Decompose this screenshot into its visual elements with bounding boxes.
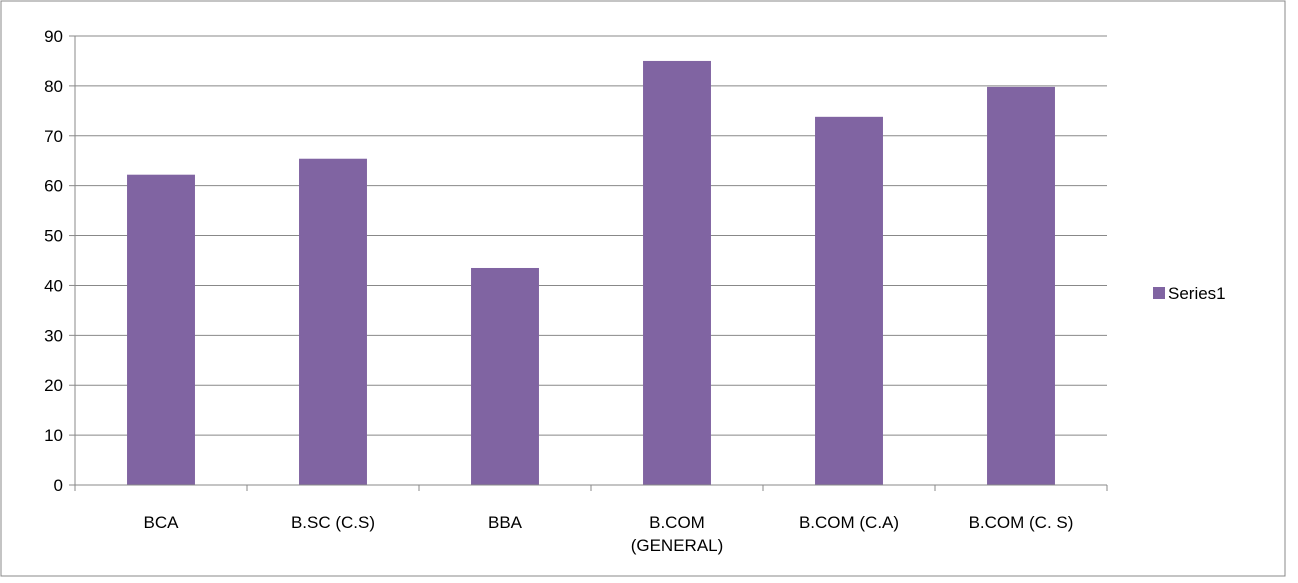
x-tick-label: B.COM (C.A) — [799, 513, 899, 532]
y-tick-label: 40 — [44, 276, 63, 295]
x-tick-label: BBA — [488, 513, 523, 532]
x-tick-label: B.SC (C.S) — [291, 513, 375, 532]
bar — [987, 86, 1055, 486]
y-tick-label: 50 — [44, 227, 63, 246]
y-tick-label: 60 — [44, 177, 63, 196]
y-tick-label: 20 — [44, 376, 63, 395]
bar — [471, 267, 539, 485]
y-tick-label: 30 — [44, 326, 63, 345]
x-tick-label: B.COM — [649, 513, 705, 532]
bars — [127, 60, 1055, 486]
bar — [127, 174, 195, 486]
y-tick-label: 90 — [44, 27, 63, 46]
y-tick-label: 10 — [44, 426, 63, 445]
bar — [815, 116, 883, 485]
axes — [69, 35, 1108, 491]
gridlines — [75, 35, 1107, 436]
y-tick-label: 0 — [54, 476, 63, 495]
legend-label: Series1 — [1168, 284, 1226, 303]
legend: Series1 — [1153, 284, 1226, 303]
x-tick-label: B.COM (C. S) — [969, 513, 1074, 532]
y-tick-label: 80 — [44, 77, 63, 96]
bar — [299, 158, 367, 485]
y-tick-label: 70 — [44, 127, 63, 146]
y-tick-labels: 0 10 20 30 40 50 60 70 80 90 — [44, 27, 63, 495]
x-tick-labels: BCA B.SC (C.S) BBA B.COM (GENERAL) B.COM (C.A… — [144, 513, 1074, 555]
bar — [643, 60, 711, 485]
x-tick-label: BCA — [144, 513, 180, 532]
legend-swatch — [1153, 287, 1165, 299]
x-tick-label: (GENERAL) — [631, 536, 724, 555]
